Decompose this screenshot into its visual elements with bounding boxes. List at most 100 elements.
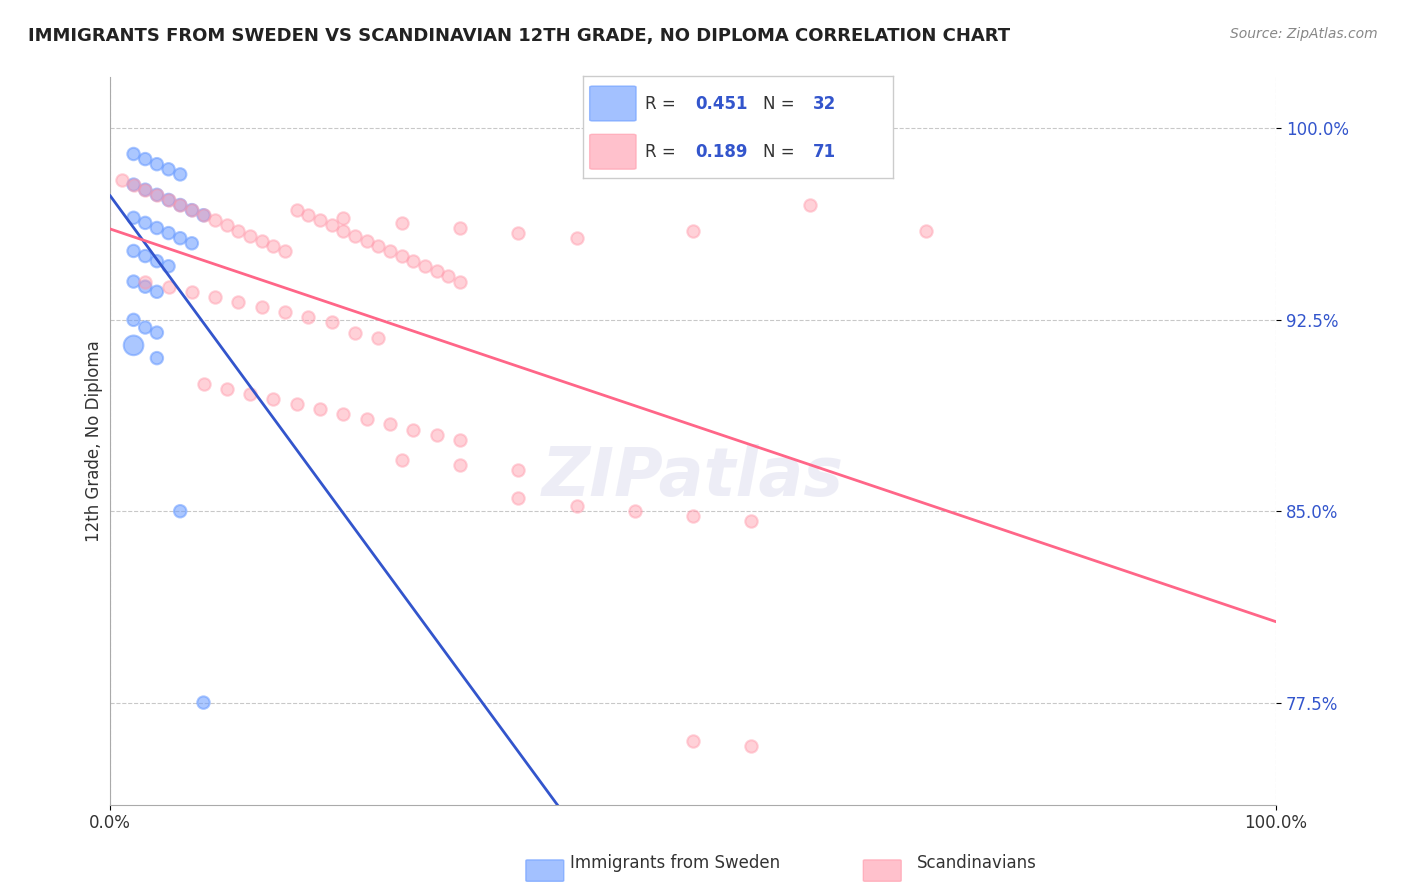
Point: [262, 392, 284, 406]
Point: [122, 211, 145, 225]
Text: N =: N =: [763, 95, 800, 112]
Point: [157, 193, 180, 207]
Point: [122, 313, 145, 327]
Point: [204, 213, 226, 227]
Point: [146, 351, 169, 365]
Point: [508, 463, 530, 477]
Point: [146, 221, 169, 235]
Point: [250, 300, 273, 314]
Text: N =: N =: [763, 143, 800, 161]
Point: [367, 239, 389, 253]
Point: [367, 331, 389, 345]
Point: [180, 203, 202, 218]
Point: [193, 208, 215, 222]
Point: [122, 178, 145, 192]
Point: [239, 387, 262, 401]
Point: [332, 223, 354, 237]
Point: [332, 407, 354, 421]
Point: [356, 412, 378, 426]
Point: [157, 279, 180, 293]
Point: [193, 376, 215, 391]
Point: [740, 515, 762, 529]
Point: [146, 187, 169, 202]
Point: [134, 183, 156, 197]
Point: [321, 315, 343, 329]
Text: R =: R =: [645, 95, 682, 112]
Text: Scandinavians: Scandinavians: [917, 855, 1038, 872]
Point: [180, 285, 202, 299]
Point: [449, 458, 471, 473]
Point: [740, 739, 762, 753]
Point: [449, 275, 471, 289]
Point: [146, 254, 169, 268]
Point: [134, 320, 156, 334]
Point: [134, 216, 156, 230]
Point: [426, 264, 449, 278]
Point: [157, 260, 180, 274]
Text: 0.189: 0.189: [695, 143, 748, 161]
Point: [378, 417, 401, 432]
FancyBboxPatch shape: [589, 135, 636, 169]
Point: [285, 203, 308, 218]
Point: [204, 290, 226, 304]
Point: [122, 275, 145, 289]
Point: [391, 249, 413, 263]
Point: [111, 172, 134, 186]
Point: [157, 193, 180, 207]
Point: [134, 275, 156, 289]
Point: [134, 183, 156, 197]
Point: [262, 239, 284, 253]
Point: [122, 244, 145, 258]
Text: 32: 32: [813, 95, 835, 112]
Point: [193, 208, 215, 222]
Point: [169, 504, 191, 518]
Text: ZIPatlas: ZIPatlas: [543, 444, 844, 510]
Point: [285, 397, 308, 411]
Point: [122, 178, 145, 192]
Text: Source: ZipAtlas.com: Source: ZipAtlas.com: [1230, 27, 1378, 41]
Point: [146, 157, 169, 171]
Point: [565, 231, 588, 245]
Point: [391, 216, 413, 230]
Point: [321, 219, 343, 233]
Text: 0.451: 0.451: [695, 95, 748, 112]
Point: [215, 219, 238, 233]
Y-axis label: 12th Grade, No Diploma: 12th Grade, No Diploma: [86, 340, 103, 542]
Point: [169, 198, 191, 212]
Point: [297, 208, 319, 222]
Point: [134, 152, 156, 166]
Point: [344, 326, 367, 340]
Point: [682, 509, 704, 524]
Point: [437, 269, 460, 284]
Point: [122, 147, 145, 161]
Point: [134, 279, 156, 293]
Text: 71: 71: [813, 143, 835, 161]
Point: [508, 491, 530, 506]
Point: [122, 338, 145, 352]
Point: [402, 423, 425, 437]
Point: [169, 198, 191, 212]
Point: [274, 305, 297, 319]
Point: [169, 168, 191, 182]
Point: [356, 234, 378, 248]
Point: [799, 198, 821, 212]
Point: [228, 223, 250, 237]
Point: [449, 221, 471, 235]
Text: R =: R =: [645, 143, 682, 161]
Point: [449, 433, 471, 447]
Point: [274, 244, 297, 258]
Point: [565, 499, 588, 513]
Point: [134, 249, 156, 263]
Point: [157, 226, 180, 240]
Point: [391, 453, 413, 467]
Point: [250, 234, 273, 248]
Point: [146, 326, 169, 340]
Point: [146, 285, 169, 299]
Text: IMMIGRANTS FROM SWEDEN VS SCANDINAVIAN 12TH GRADE, NO DIPLOMA CORRELATION CHART: IMMIGRANTS FROM SWEDEN VS SCANDINAVIAN 1…: [28, 27, 1011, 45]
Point: [332, 211, 354, 225]
Point: [215, 382, 238, 396]
Point: [157, 162, 180, 177]
Point: [344, 228, 367, 243]
Point: [402, 254, 425, 268]
Point: [309, 402, 332, 417]
